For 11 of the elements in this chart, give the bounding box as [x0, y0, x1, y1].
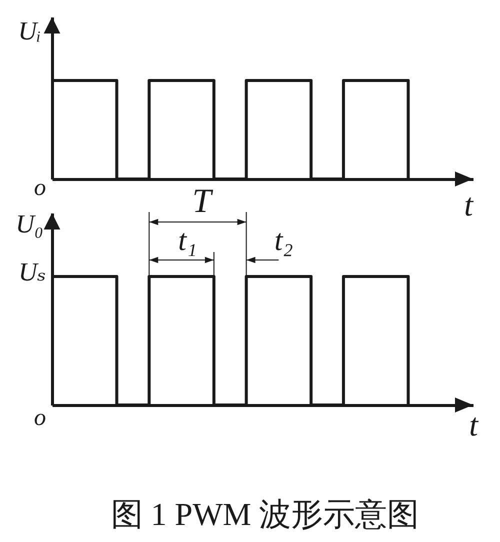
text: o — [34, 175, 46, 201]
y-axis-title: U₀ — [16, 210, 44, 238]
text: t₂ — [274, 224, 294, 257]
text: o — [34, 405, 46, 431]
text: t₁ — [178, 224, 197, 257]
text: Uₛ — [18, 258, 46, 286]
text: T — [192, 183, 214, 220]
y-axis-title: Uᵢ — [18, 16, 41, 46]
x-axis-title: t — [464, 186, 474, 222]
x-axis-title: t — [469, 406, 480, 442]
caption: 图 1 PWM 波形示意图 — [110, 496, 420, 532]
